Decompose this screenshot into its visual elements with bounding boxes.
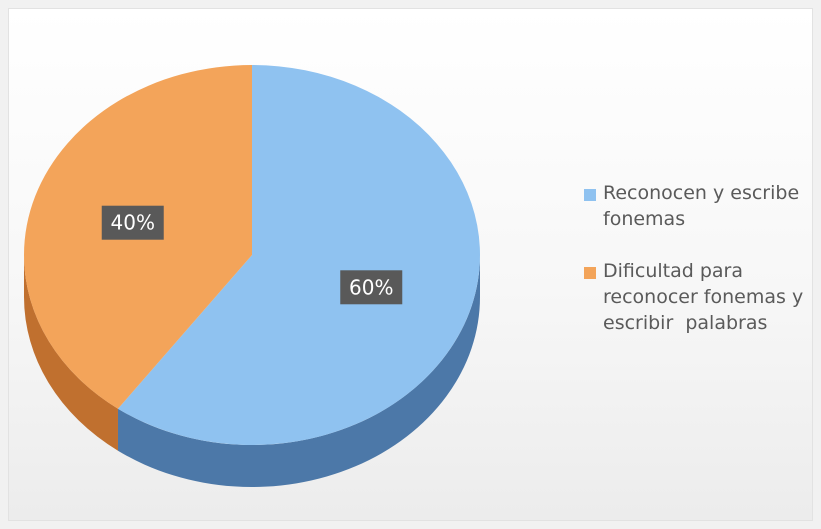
legend-swatch: [584, 189, 596, 201]
legend-label: Reconocen y escribe fonemas: [603, 182, 806, 230]
legend-label: Dificultad para reconocer fonemas y escr…: [603, 260, 810, 334]
legend-swatch: [584, 267, 596, 279]
legend-item: Reconocen y escribe fonemas: [584, 180, 816, 232]
data-label-text: 40%: [111, 211, 155, 235]
legend-item: Dificultad para reconocer fonemas y escr…: [584, 258, 816, 336]
pie-slice: [117, 65, 481, 446]
data-label: 60%: [340, 270, 403, 305]
data-label-box: [101, 205, 164, 240]
data-label-text: 60%: [349, 275, 393, 299]
pie-slice-side: [117, 255, 481, 488]
data-label: 40%: [101, 205, 164, 240]
data-label-box: [340, 270, 403, 305]
legend: Reconocen y escribe fonemas Dificultad p…: [584, 180, 816, 362]
pie-slice-side: [23, 255, 118, 451]
